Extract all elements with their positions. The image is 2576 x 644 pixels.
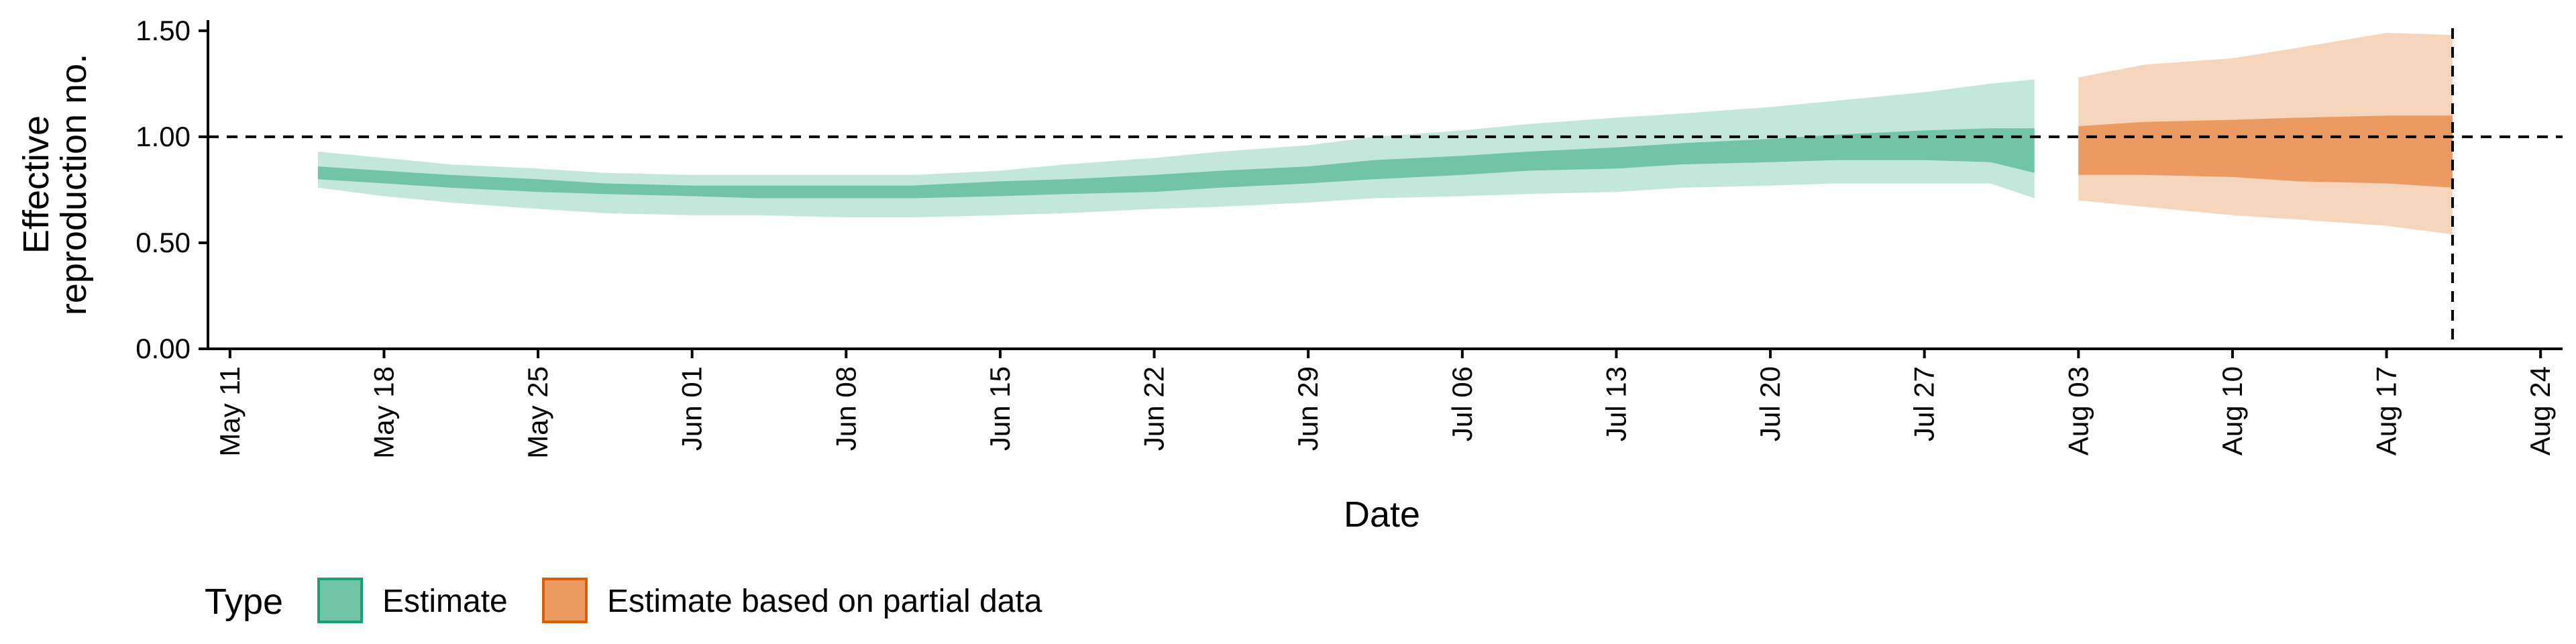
legend-swatch-partial-data: [542, 578, 588, 623]
ribbon-layer: [318, 33, 2453, 235]
x-tick-label: Aug 17: [2371, 366, 2402, 455]
legend: Type Estimate Estimate based on partial da…: [205, 578, 1042, 623]
x-tick-label: Jul 13: [1600, 366, 1631, 441]
legend-title: Type: [205, 582, 283, 622]
partial-data-inner-band: [2078, 115, 2453, 188]
estimate-outer-band: [318, 79, 2035, 217]
legend-label-estimate: Estimate: [382, 584, 508, 619]
x-tick-label: Jun 29: [1292, 366, 1324, 451]
estimate-inner-band: [318, 128, 2035, 199]
y-axis-title-line: reproduction no.: [54, 54, 94, 315]
y-tick-label: 1.00: [136, 121, 191, 152]
x-tick-label: Jun 15: [984, 366, 1016, 451]
axes: 0.00 0.50 1.00 1.50 May 11 May 18 May 25 Jun 01…: [136, 15, 2563, 459]
y-tick-label: 1.50: [136, 15, 191, 46]
x-tick-label: Jul 27: [1909, 366, 1940, 441]
x-tick-label: Jun 01: [676, 366, 708, 451]
y-tick-label: 0.00: [136, 333, 191, 364]
y-tick-label: 0.50: [136, 227, 191, 258]
x-tick-label: May 25: [522, 366, 553, 459]
x-tick-label: Aug 03: [2062, 366, 2094, 455]
x-tick-label: Jul 20: [1754, 366, 1786, 441]
x-tick-label: Aug 24: [2524, 366, 2556, 455]
x-tick-label: May 11: [214, 366, 246, 457]
x-tick-label: Jun 08: [830, 366, 861, 451]
x-tick-label: Jul 06: [1446, 366, 1478, 441]
y-axis-title-line: Effective: [16, 115, 56, 254]
legend-label-partial-data: Estimate based on partial data: [607, 584, 1042, 619]
x-tick-label: Jun 22: [1138, 366, 1170, 451]
legend-swatch-estimate: [317, 578, 363, 623]
x-tick-label: Aug 10: [2216, 366, 2248, 455]
x-axis-title: Date: [1344, 494, 1420, 535]
reference-lines: [208, 28, 2563, 349]
x-tick-label: May 18: [368, 366, 399, 459]
